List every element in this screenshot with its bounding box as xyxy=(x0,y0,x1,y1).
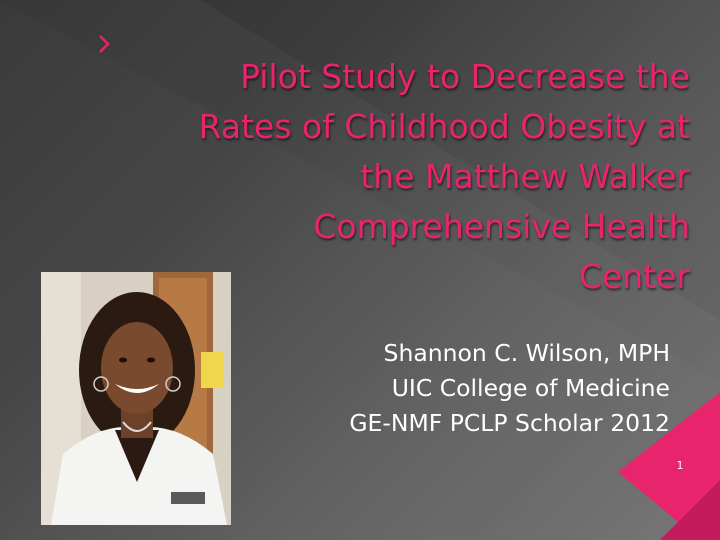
wall-note xyxy=(201,352,223,388)
pink-accent-triangle xyxy=(618,392,720,540)
portrait-illustration xyxy=(41,272,231,525)
subtitle-block: Shannon C. Wilson, MPH UIC College of Me… xyxy=(250,336,670,441)
presenter-affiliation: UIC College of Medicine xyxy=(391,374,670,402)
face xyxy=(101,322,173,414)
badge xyxy=(171,492,205,504)
pink-accent-shade xyxy=(660,480,720,540)
necklace xyxy=(122,421,152,432)
slide-number: 1 xyxy=(676,459,684,472)
presenter-program: GE-NMF PCLP Scholar 2012 xyxy=(349,409,670,437)
slide-title: Pilot Study to Decrease the Rates of Chi… xyxy=(90,52,690,302)
title-line: Rates of Childhood Obesity at xyxy=(198,107,690,146)
title-line: Pilot Study to Decrease the xyxy=(240,57,690,96)
title-line: the Matthew Walker xyxy=(360,157,690,196)
presenter-name: Shannon C. Wilson, MPH xyxy=(383,339,670,367)
presenter-photo xyxy=(41,272,231,525)
title-line: Center xyxy=(578,257,690,296)
chevron-right-icon xyxy=(99,35,110,53)
title-line: Comprehensive Health xyxy=(313,207,690,246)
earring xyxy=(93,376,109,392)
smile xyxy=(115,384,159,393)
earring xyxy=(165,376,181,392)
